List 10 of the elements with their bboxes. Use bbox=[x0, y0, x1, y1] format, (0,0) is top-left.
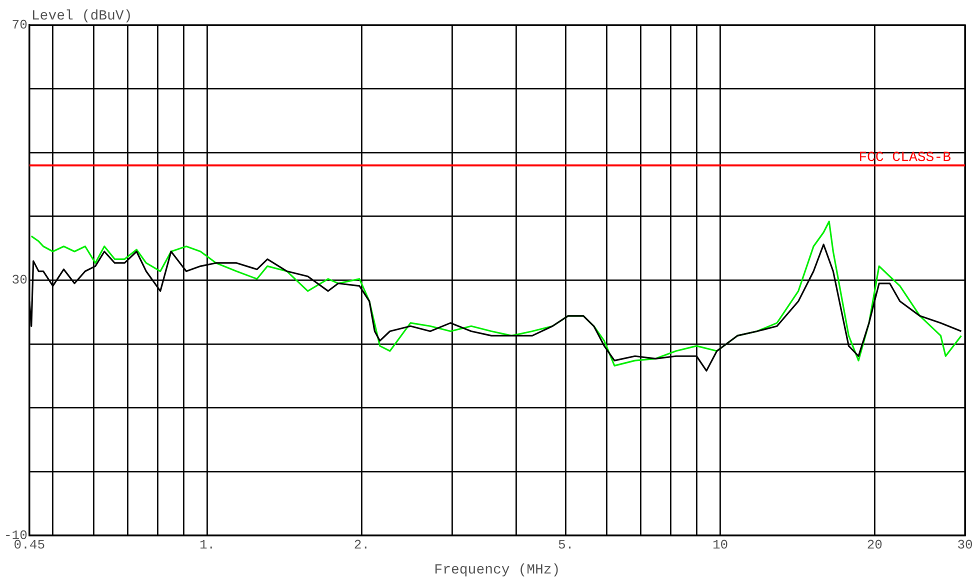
y-tick-label: 30 bbox=[12, 272, 28, 288]
x-tick-label: 20 bbox=[866, 538, 882, 553]
y-tick-label: 70 bbox=[12, 17, 28, 32]
x-tick-label: 5. bbox=[558, 538, 574, 553]
x-axis-title: Frequency (MHz) bbox=[434, 562, 560, 579]
y-axis-title: Level (dBuV) bbox=[31, 8, 132, 25]
x-tick-label: 30 bbox=[957, 538, 973, 553]
x-tick-label: 1. bbox=[199, 538, 216, 553]
x-tick-label: 2. bbox=[354, 538, 370, 553]
x-tick-label: 10 bbox=[712, 538, 728, 553]
